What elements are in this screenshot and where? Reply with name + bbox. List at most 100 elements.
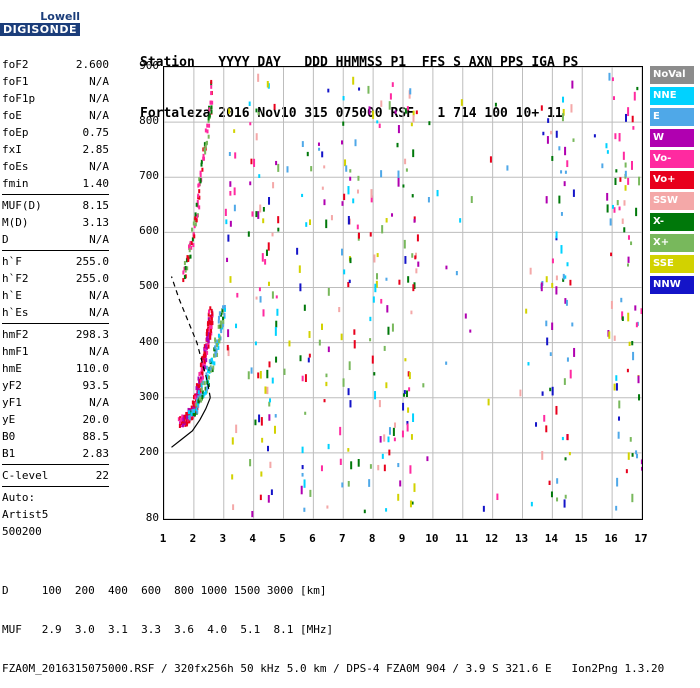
param-label: h`F	[2, 255, 22, 268]
second-hop-echo	[202, 153, 205, 158]
o-trace-echo	[204, 350, 207, 355]
noise-echo	[304, 411, 307, 415]
noise-echo	[541, 451, 544, 460]
noise-echo	[605, 143, 608, 149]
noise-echo	[406, 106, 409, 111]
noise-echo	[550, 130, 553, 135]
noise-echo	[560, 170, 563, 174]
noise-echo	[413, 219, 416, 223]
o-trace-echo	[195, 386, 198, 391]
noise-echo	[412, 284, 415, 292]
noise-echo	[288, 340, 291, 347]
noise-echo	[391, 213, 394, 217]
noise-echo	[404, 108, 407, 114]
noise-echo	[275, 295, 278, 299]
noise-echo	[274, 414, 277, 418]
legend-item: Vo-	[650, 150, 694, 168]
noise-echo	[631, 453, 634, 457]
param-label: foF1p	[2, 92, 36, 105]
noise-echo	[385, 382, 388, 389]
noise-echo	[341, 248, 344, 256]
noise-echo	[621, 316, 624, 321]
noise-echo	[627, 235, 630, 240]
second-hop-echo	[200, 159, 203, 164]
noise-echo	[606, 192, 609, 201]
auto-line: 500200	[2, 525, 42, 538]
noise-echo	[327, 346, 330, 353]
noise-echo	[636, 86, 639, 91]
second-hop-echo	[204, 144, 207, 149]
noise-echo	[388, 101, 391, 110]
y-tick-label: 600	[139, 224, 159, 238]
noise-echo	[610, 300, 613, 309]
second-hop-echo	[201, 167, 204, 172]
noise-echo	[569, 279, 572, 286]
noise-echo	[426, 456, 429, 462]
o-trace-echo	[204, 344, 207, 349]
second-hop-echo	[207, 116, 210, 121]
o-trace-echo	[210, 316, 213, 321]
param-row: MUF(D) 8.15	[2, 197, 109, 214]
noise-echo	[525, 308, 528, 314]
noise-echo	[373, 254, 376, 263]
o-trace-echo	[205, 337, 208, 342]
noise-echo	[549, 387, 552, 392]
o-trace-echo	[207, 327, 210, 332]
noise-echo	[353, 329, 356, 335]
second-hop-echo	[189, 254, 192, 259]
x-tick-label: 17	[634, 532, 648, 545]
noise-echo	[397, 177, 400, 187]
noise-echo	[271, 377, 274, 384]
o-trace-echo	[189, 416, 192, 421]
o-trace-echo	[184, 414, 187, 419]
noise-echo	[562, 108, 565, 116]
noise-echo	[296, 247, 299, 255]
noise-echo	[277, 216, 280, 224]
noise-echo	[342, 378, 345, 387]
noise-echo	[631, 493, 634, 503]
noise-echo	[403, 390, 406, 394]
noise-echo	[397, 170, 400, 179]
noise-echo	[339, 426, 342, 436]
noise-echo	[380, 100, 383, 107]
noise-echo	[621, 311, 624, 320]
x-tick-label: 9	[398, 532, 406, 545]
param-value: N/A	[89, 92, 109, 105]
noise-echo	[407, 407, 410, 413]
param-label: M(D)	[2, 216, 29, 229]
noise-echo	[631, 340, 634, 346]
second-hop-echo	[191, 227, 194, 232]
noise-echo	[416, 234, 419, 242]
x-tick-label: 3	[219, 532, 227, 545]
param-value: 93.5	[82, 379, 110, 392]
param-row: hmE 110.0	[2, 360, 109, 377]
x-trace-echo	[200, 393, 203, 398]
o-trace-echo	[202, 375, 205, 380]
noise-echo	[227, 234, 230, 242]
noise-echo	[408, 372, 411, 380]
noise-echo	[323, 199, 326, 206]
noise-echo	[393, 437, 396, 442]
noise-echo	[408, 387, 411, 392]
param-value: N/A	[89, 396, 109, 409]
noise-echo	[386, 305, 389, 313]
noise-echo	[565, 299, 568, 306]
noise-echo	[367, 85, 370, 94]
o-trace-echo	[182, 417, 185, 422]
noise-echo	[233, 129, 236, 133]
muf-row: MUF 2.9 3.0 3.1 3.3 3.6 4.0 5.1 8.1 [MHz…	[2, 623, 334, 636]
o-trace-echo	[191, 416, 194, 421]
noise-echo	[489, 156, 492, 163]
noise-echo	[613, 383, 616, 391]
second-hop-echo	[186, 266, 189, 271]
x-trace-echo	[197, 395, 200, 400]
noise-echo	[306, 151, 309, 157]
noise-echo	[571, 322, 574, 327]
second-hop-echo	[206, 129, 209, 134]
o-trace-echo	[177, 417, 180, 422]
x-trace-echo	[207, 383, 210, 388]
noise-echo	[618, 400, 621, 409]
noise-echo	[347, 388, 350, 396]
noise-echo	[257, 211, 260, 219]
noise-echo	[633, 91, 636, 101]
